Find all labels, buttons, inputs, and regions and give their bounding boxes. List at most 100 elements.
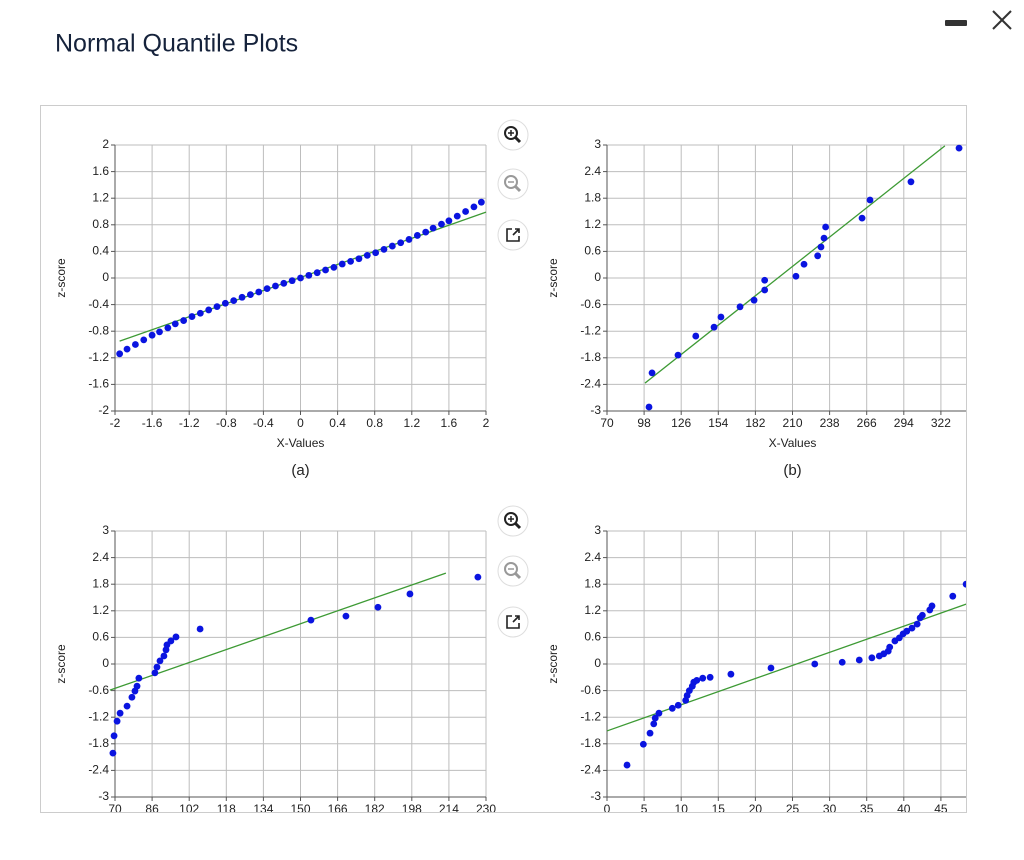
point [650, 720, 658, 728]
point [397, 239, 405, 247]
plot: 0 5 10 15 20 25 30 35 40 45 50 -3 -2.4 -1.8 -1.2 -0.6 0 0… [546, 523, 966, 816]
y-tick-label: 2.4 [92, 550, 109, 564]
point [858, 214, 866, 222]
y-tick-label: 1.8 [92, 576, 109, 590]
point [761, 276, 769, 284]
point [135, 674, 143, 682]
point [388, 242, 396, 250]
y-tick-label: 0.6 [584, 630, 601, 644]
point [156, 328, 163, 336]
y-tick-label: -0.4 [88, 297, 109, 311]
x-tick-label: 198 [402, 802, 422, 816]
point [445, 217, 453, 225]
point [406, 590, 414, 598]
point [213, 303, 221, 310]
point [645, 403, 653, 411]
zoom-out-button[interactable] [497, 555, 529, 587]
point [116, 350, 124, 358]
y-tick-label: 1.2 [584, 217, 601, 231]
y-axis-label: z-score [54, 258, 68, 298]
point [918, 611, 926, 619]
x-tick-label: -1.6 [142, 416, 163, 430]
point [132, 341, 139, 348]
point [692, 332, 700, 340]
point [928, 602, 936, 610]
point [338, 260, 346, 268]
x-tick-label: 166 [328, 802, 348, 816]
point [171, 320, 179, 328]
y-tick-label: 1.8 [584, 576, 601, 590]
x-tick-label: 45 [934, 802, 948, 816]
point [355, 255, 363, 263]
x-tick-label: 25 [786, 802, 800, 816]
x-tick-label: 238 [820, 416, 840, 430]
point [623, 761, 631, 769]
close-button[interactable] [992, 10, 1012, 30]
point [164, 324, 172, 332]
point [761, 286, 769, 294]
point [462, 208, 469, 215]
point [477, 198, 485, 206]
point [693, 677, 701, 684]
point [263, 285, 271, 293]
point [313, 269, 321, 277]
y-tick-label: -3 [590, 789, 601, 803]
point [651, 714, 659, 722]
y-tick-label: -1.8 [88, 736, 109, 750]
y-tick-label: 0.8 [92, 217, 109, 231]
x-tick-label: 134 [253, 802, 273, 816]
point [699, 674, 707, 682]
point [153, 663, 161, 671]
x-tick-label: 98 [637, 416, 651, 430]
x-tick-label: 0 [604, 802, 611, 816]
y-tick-label: -0.6 [580, 297, 601, 311]
x-tick-label: -0.8 [216, 416, 237, 430]
x-tick-label: 10 [675, 802, 689, 816]
point [196, 309, 204, 317]
point [814, 252, 822, 260]
popout-button[interactable] [497, 219, 529, 251]
y-tick-label: -1.2 [88, 350, 109, 364]
x-tick-label: 1.6 [441, 416, 458, 430]
dialog-title: Normal Quantile Plots [55, 30, 298, 58]
y-tick-label: 0 [594, 656, 601, 670]
point [820, 234, 828, 242]
plot: 70 86 102 118 134 150 166 182 198 214 230 -3 -2.4 -1.… [54, 523, 496, 816]
zoom-out-button[interactable] [497, 168, 529, 200]
point [205, 306, 213, 314]
toolbar-top [497, 119, 529, 251]
point [413, 232, 421, 239]
y-tick-label: -0.8 [88, 323, 109, 337]
plot: -2 -1.6 -1.2 -0.8 -0.4 0 0.4 0.8 1.2 1.6 2 -2 -1.6 -1… [54, 137, 489, 479]
point [156, 657, 164, 665]
point [750, 296, 758, 304]
point [648, 369, 656, 377]
point [272, 282, 279, 290]
zoom-in-button[interactable] [497, 119, 529, 151]
y-tick-label: 1.2 [92, 603, 109, 617]
point [855, 656, 863, 664]
point [297, 274, 304, 282]
caption: (b) [783, 462, 801, 479]
x-tick-label: 1.2 [403, 416, 420, 430]
point [374, 603, 382, 611]
point [140, 336, 148, 344]
point [305, 271, 313, 279]
y-tick-label: -3 [98, 789, 109, 803]
popout-button[interactable] [497, 606, 529, 638]
caption: (a) [291, 462, 309, 479]
y-tick-label: 1.8 [584, 190, 601, 204]
point [160, 652, 168, 660]
zoom-in-button[interactable] [497, 505, 529, 537]
point [838, 658, 846, 666]
point [710, 323, 718, 331]
x-tick-label: 20 [749, 802, 763, 816]
point [113, 717, 121, 725]
x-tick-label: 182 [365, 802, 385, 816]
y-tick-label: -1.2 [580, 709, 601, 723]
y-tick-label: 2 [102, 137, 109, 151]
point [342, 612, 350, 620]
minimize-button[interactable] [945, 20, 967, 26]
point [727, 670, 735, 678]
point [109, 749, 117, 757]
